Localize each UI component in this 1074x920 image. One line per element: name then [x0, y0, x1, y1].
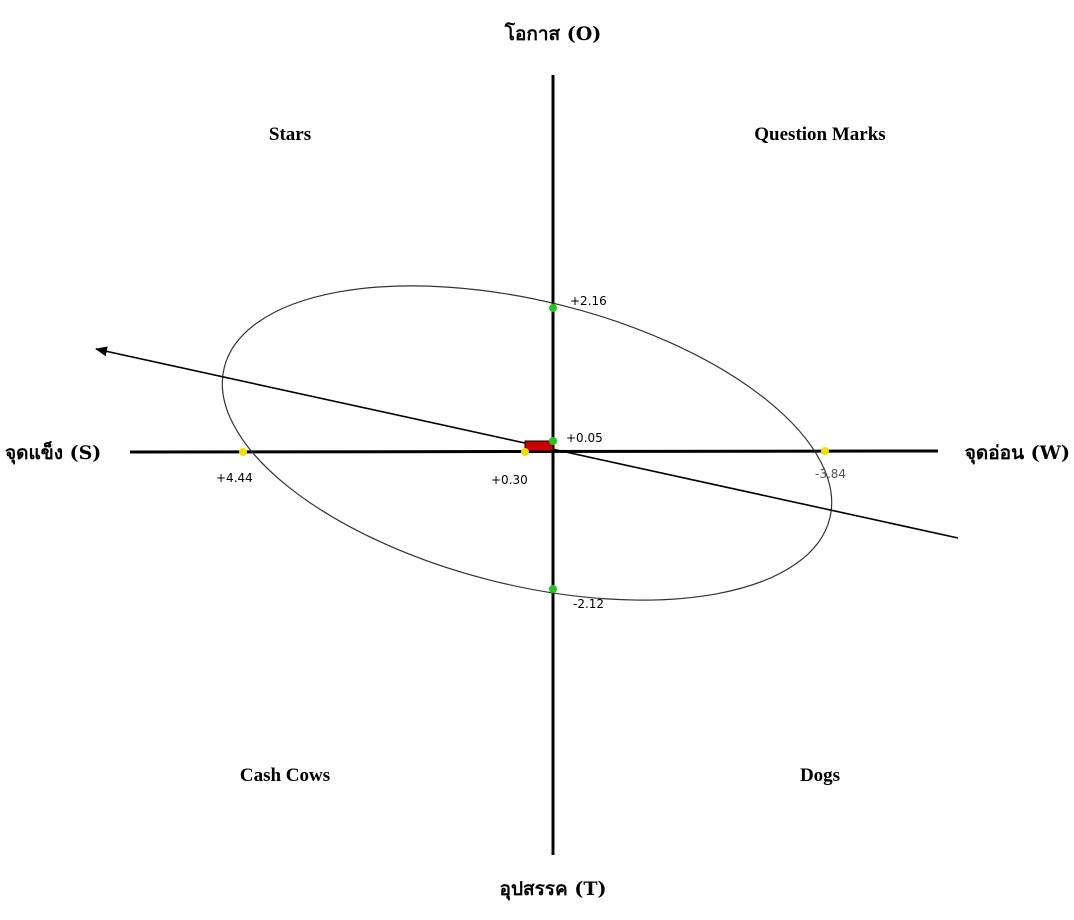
label-opportunity-value: +2.16	[570, 294, 607, 308]
label-strength-value: +4.44	[216, 471, 253, 485]
opportunity-point	[549, 304, 557, 312]
label-center-x-value: +0.30	[491, 473, 528, 487]
quadrant-label-cash-cows: Cash Cows	[240, 765, 330, 786]
axis-title-threat: อุปสรรค (T)	[500, 878, 607, 901]
weakness-point	[821, 447, 829, 455]
axis-title-weakness: จุดอ่อน (W)	[965, 442, 1070, 465]
strength-point	[239, 448, 247, 456]
axis-title-opportunity: โอกาส (O)	[504, 22, 602, 45]
center-y-point	[549, 437, 557, 445]
label-threat-value: -2.12	[573, 597, 604, 611]
threat-point	[549, 585, 557, 593]
center-rectangle	[524, 440, 554, 452]
quadrant-label-question-marks: Question Marks	[754, 124, 885, 145]
center-x-point	[521, 448, 529, 456]
quadrant-label-dogs: Dogs	[800, 765, 840, 786]
strategy-ellipse	[221, 285, 833, 601]
label-center-y-value: +0.05	[566, 431, 603, 445]
axis-title-strength: จุดแข็ง (S)	[5, 440, 101, 465]
quadrant-label-stars: Stars	[269, 124, 311, 145]
label-weakness-value: -3.84	[815, 467, 846, 481]
